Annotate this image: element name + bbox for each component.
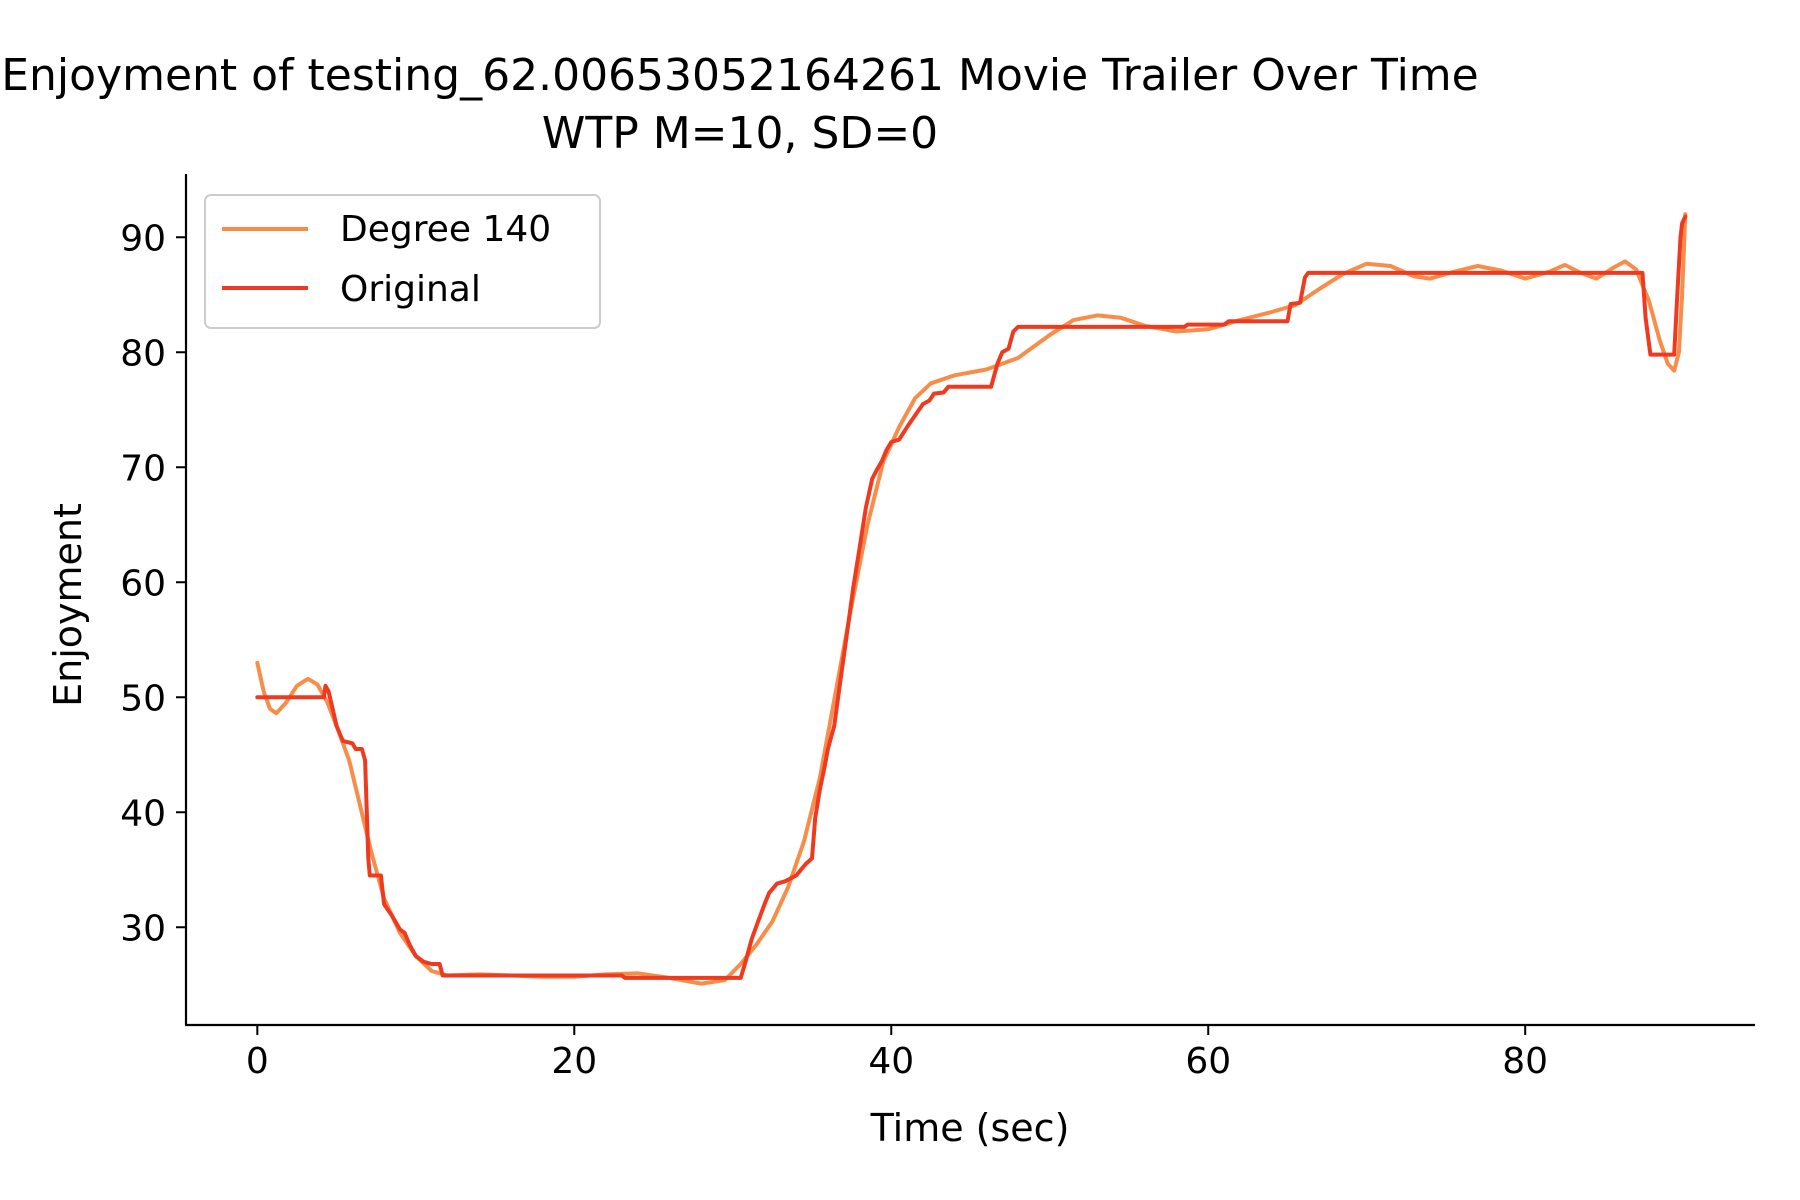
y-tick-label: 60 (120, 563, 166, 604)
x-tick-label: 20 (551, 1041, 597, 1082)
y-tick-label: 30 (120, 908, 166, 949)
series-line-original (255, 214, 1688, 980)
chart-subtitle: WTP M=10, SD=0 (542, 108, 938, 159)
legend-label-degree-140: Degree 140 (340, 209, 551, 250)
x-tick-label: 60 (1185, 1041, 1231, 1082)
x-tick-label: 80 (1502, 1041, 1548, 1082)
legend: Degree 140 Original (204, 194, 601, 329)
y-ticks: 30 40 50 60 70 80 90 (120, 218, 186, 949)
y-tick-label: 50 (120, 678, 166, 719)
x-tick-label: 0 (246, 1041, 269, 1082)
series-layer (255, 212, 1688, 986)
legend-label-original: Original (340, 269, 481, 310)
y-tick-label: 80 (120, 333, 166, 374)
y-axis-label: Enjoyment (46, 503, 90, 707)
y-tick-label: 40 (120, 793, 166, 834)
chart-title: Enjoyment of testing_62.00653052164261 M… (1, 50, 1479, 101)
y-tick-label: 70 (120, 448, 166, 489)
y-tick-label: 90 (120, 218, 166, 259)
x-tick-label: 40 (868, 1041, 914, 1082)
x-axis-label: Time (sec) (870, 1106, 1070, 1150)
x-ticks: 0 20 40 60 80 (246, 1025, 1548, 1082)
